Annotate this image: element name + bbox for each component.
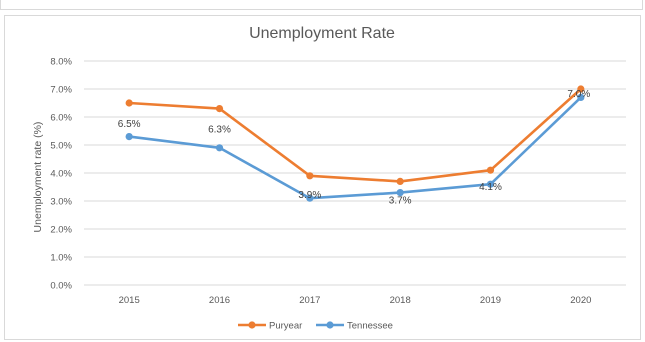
y-tick-label: 1.0%	[50, 253, 72, 264]
data-point-puryear	[306, 172, 314, 180]
y-axis-label: Unemployment rate (%)	[32, 122, 44, 233]
y-tick-label: 0.0%	[50, 281, 72, 292]
data-point-puryear	[486, 166, 495, 174]
series-points	[125, 85, 585, 202]
previous-panel-edge	[0, 0, 643, 10]
data-point-tennessee	[577, 93, 585, 101]
x-tick-label: 2016	[209, 295, 230, 306]
data-label: 6.5%	[118, 119, 141, 130]
data-label: 6.3%	[208, 125, 231, 136]
x-tick-label: 2018	[390, 295, 411, 306]
data-label: 4.1%	[479, 182, 502, 193]
legend: Puryear Tennessee	[238, 321, 393, 332]
y-tick-label: 8.0%	[50, 57, 72, 68]
data-point-tennessee	[396, 189, 404, 197]
data-point-tennessee	[125, 133, 133, 141]
data-point-puryear	[577, 85, 585, 93]
x-tick-label: 2017	[299, 295, 320, 306]
x-tick-label: 2019	[480, 295, 501, 306]
data-labels: 6.5% 6.3% 3.9% 3.7% 4.1% 7.0%	[118, 89, 591, 206]
data-point-tennessee	[486, 180, 495, 188]
gridlines	[84, 60, 626, 286]
data-point-tennessee	[215, 144, 224, 152]
series-lines	[127, 87, 583, 200]
chart-title: Unemployment Rate	[249, 25, 395, 42]
x-tick-labels: 2015 2016 2017 2018 2019 2020	[119, 295, 592, 306]
data-label: 3.7%	[389, 195, 412, 206]
data-point-puryear	[215, 105, 224, 113]
y-tick-label: 7.0%	[50, 85, 72, 96]
legend-marker-tennessee	[326, 321, 334, 329]
data-point-tennessee	[306, 194, 314, 202]
y-tick-label: 3.0%	[50, 197, 72, 208]
legend-label: Tennessee	[347, 321, 393, 332]
data-point-puryear	[396, 177, 404, 185]
x-tick-label: 2015	[119, 295, 140, 306]
y-tick-label: 6.0%	[50, 113, 72, 124]
y-tick-labels: 0.0% 1.0% 2.0% 3.0% 4.0% 5.0% 6.0% 7.0% 8.0%	[50, 57, 72, 292]
data-label: 3.9%	[298, 190, 321, 201]
data-label: 7.0%	[567, 89, 590, 100]
legend-label: Puryear	[269, 321, 302, 332]
series-line-tennessee	[127, 96, 583, 200]
y-tick-label: 4.0%	[50, 169, 72, 180]
y-tick-label: 5.0%	[50, 141, 72, 152]
y-tick-label: 2.0%	[50, 225, 72, 236]
legend-marker-puryear	[248, 321, 256, 329]
series-line-puryear	[127, 87, 583, 183]
data-point-puryear	[125, 99, 133, 107]
x-tick-label: 2020	[570, 295, 591, 306]
